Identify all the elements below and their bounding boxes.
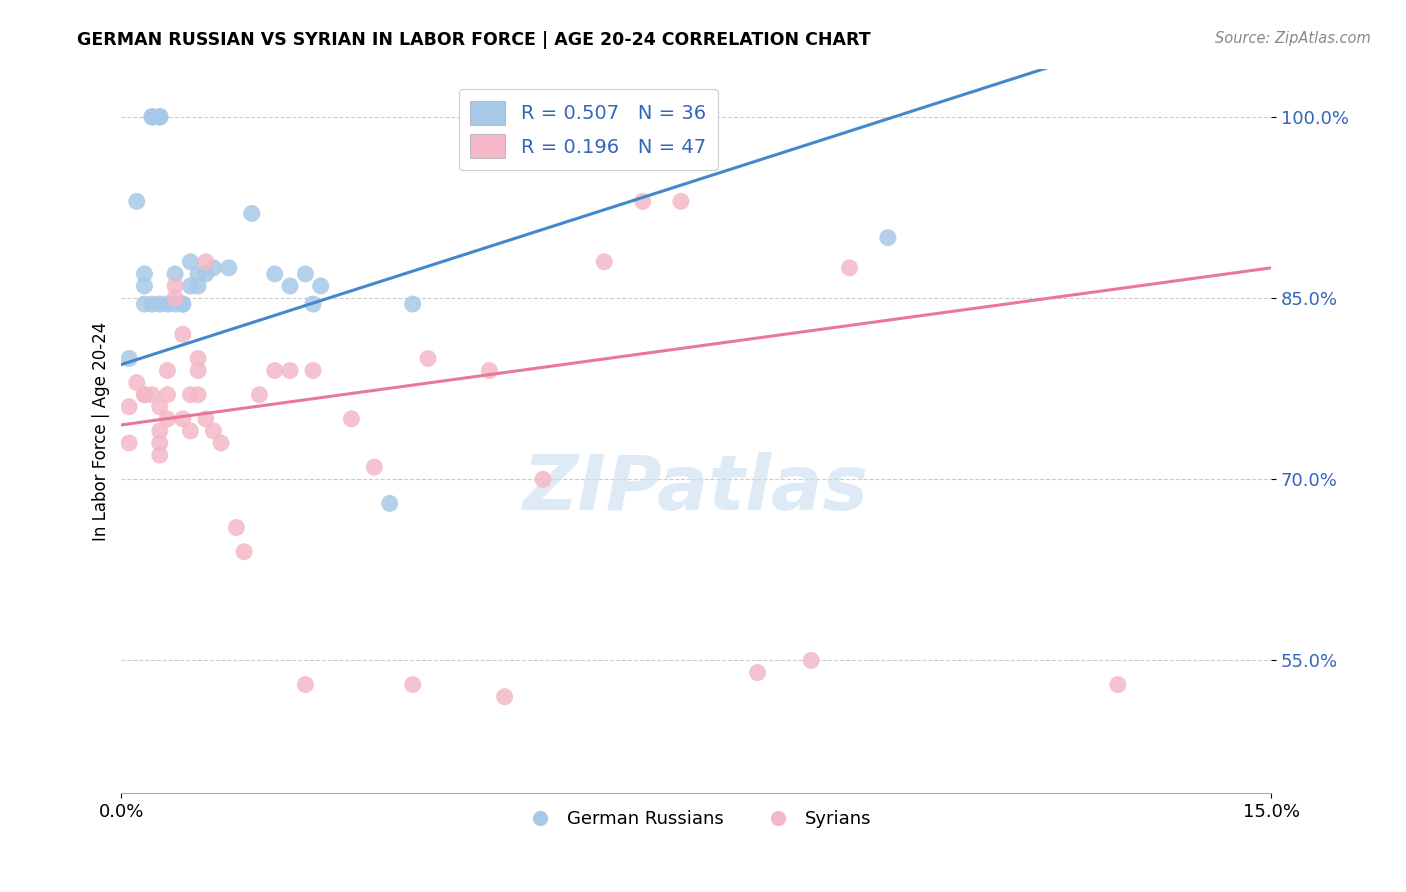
- Point: [149, 400, 172, 414]
- Point: [172, 297, 194, 311]
- Point: [165, 291, 187, 305]
- Point: [118, 400, 141, 414]
- Point: [179, 424, 201, 438]
- Point: [179, 387, 201, 401]
- Point: [225, 520, 247, 534]
- Point: [194, 267, 217, 281]
- Point: [402, 297, 425, 311]
- Point: [278, 279, 301, 293]
- Point: [149, 424, 172, 438]
- Point: [141, 297, 163, 311]
- Text: Source: ZipAtlas.com: Source: ZipAtlas.com: [1215, 31, 1371, 46]
- Point: [378, 496, 401, 510]
- Point: [669, 194, 692, 209]
- Point: [149, 110, 172, 124]
- Point: [340, 412, 363, 426]
- Point: [194, 412, 217, 426]
- Point: [179, 255, 201, 269]
- Point: [233, 545, 256, 559]
- Point: [149, 110, 172, 124]
- Point: [125, 194, 148, 209]
- Point: [134, 267, 156, 281]
- Point: [165, 267, 187, 281]
- Point: [141, 110, 163, 124]
- Point: [402, 678, 425, 692]
- Point: [149, 110, 172, 124]
- Point: [263, 267, 285, 281]
- Point: [800, 653, 823, 667]
- Point: [187, 387, 209, 401]
- Point: [134, 387, 156, 401]
- Point: [202, 260, 225, 275]
- Point: [187, 279, 209, 293]
- Point: [187, 267, 209, 281]
- Point: [876, 230, 898, 244]
- Point: [149, 297, 172, 311]
- Point: [631, 194, 654, 209]
- Point: [302, 297, 325, 311]
- Point: [118, 436, 141, 450]
- Point: [187, 351, 209, 366]
- Text: GERMAN RUSSIAN VS SYRIAN IN LABOR FORCE | AGE 20-24 CORRELATION CHART: GERMAN RUSSIAN VS SYRIAN IN LABOR FORCE …: [77, 31, 870, 49]
- Y-axis label: In Labor Force | Age 20-24: In Labor Force | Age 20-24: [93, 321, 110, 541]
- Point: [134, 279, 156, 293]
- Text: ZIPatlas: ZIPatlas: [523, 452, 869, 526]
- Point: [149, 448, 172, 462]
- Point: [309, 279, 332, 293]
- Point: [149, 110, 172, 124]
- Point: [593, 255, 616, 269]
- Point: [134, 297, 156, 311]
- Point: [156, 412, 179, 426]
- Point: [165, 279, 187, 293]
- Point: [194, 255, 217, 269]
- Point: [172, 412, 194, 426]
- Point: [172, 327, 194, 342]
- Point: [209, 436, 232, 450]
- Point: [531, 472, 554, 486]
- Point: [416, 351, 439, 366]
- Point: [278, 363, 301, 377]
- Point: [149, 110, 172, 124]
- Legend: German Russians, Syrians: German Russians, Syrians: [515, 803, 879, 835]
- Point: [187, 363, 209, 377]
- Point: [156, 363, 179, 377]
- Point: [363, 460, 385, 475]
- Point: [218, 260, 240, 275]
- Point: [478, 363, 501, 377]
- Point: [179, 279, 201, 293]
- Point: [494, 690, 516, 704]
- Point: [1107, 678, 1129, 692]
- Point: [156, 297, 179, 311]
- Point: [294, 267, 316, 281]
- Point: [134, 387, 156, 401]
- Point: [202, 424, 225, 438]
- Point: [240, 206, 263, 220]
- Point: [302, 363, 325, 377]
- Point: [141, 110, 163, 124]
- Point: [747, 665, 769, 680]
- Point: [118, 351, 141, 366]
- Point: [141, 110, 163, 124]
- Point: [165, 297, 187, 311]
- Point: [838, 260, 860, 275]
- Point: [125, 376, 148, 390]
- Point: [294, 678, 316, 692]
- Point: [247, 387, 270, 401]
- Point: [172, 297, 194, 311]
- Point: [141, 387, 163, 401]
- Point: [156, 387, 179, 401]
- Point: [149, 436, 172, 450]
- Point: [263, 363, 285, 377]
